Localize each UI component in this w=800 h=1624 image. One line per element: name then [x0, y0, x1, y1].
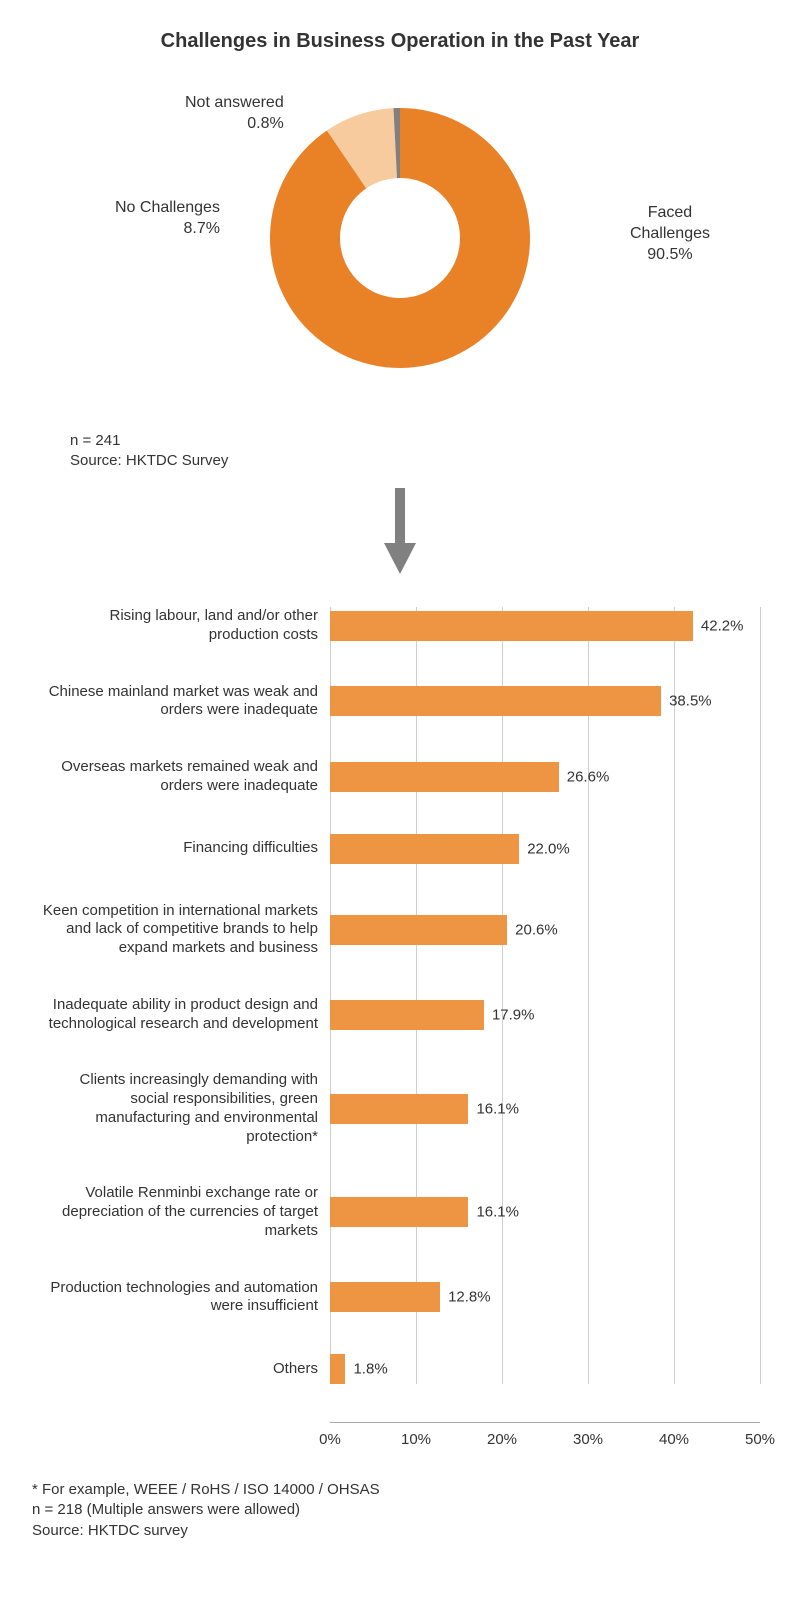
- bar-track: 20.6%: [330, 915, 760, 945]
- bar-label: Production technologies and automation w…: [40, 1279, 330, 1317]
- footnote-line: n = 218 (Multiple answers were allowed): [32, 1500, 780, 1520]
- donut-label-text: Faced: [630, 203, 710, 224]
- bar-fill: [330, 762, 559, 792]
- donut-label-text: Challenges: [630, 224, 710, 245]
- bar-label: Volatile Renminbi exchange rate or depre…: [40, 1184, 330, 1240]
- bar-track: 16.1%: [330, 1094, 760, 1124]
- bar-row: Volatile Renminbi exchange rate or depre…: [40, 1184, 760, 1240]
- donut-label-text: No Challenges: [115, 198, 220, 219]
- bar-fill: [330, 1000, 484, 1030]
- donut-label-pct: 0.8%: [185, 114, 284, 135]
- bar-label: Chinese mainland market was weak and ord…: [40, 683, 330, 721]
- bar-label: Others: [40, 1360, 330, 1379]
- bar-track: 12.8%: [330, 1282, 760, 1312]
- x-tick-label: 20%: [487, 1431, 517, 1448]
- bar-row: Chinese mainland market was weak and ord…: [40, 683, 760, 721]
- sample-size: n = 241: [70, 431, 780, 451]
- bar-track: 1.8%: [330, 1354, 760, 1384]
- x-tick-label: 10%: [401, 1431, 431, 1448]
- donut-label-na: Not answered 0.8%: [185, 93, 284, 135]
- bar-row: Rising labour, land and/or other product…: [40, 607, 760, 645]
- arrow-svg: [380, 488, 420, 578]
- source-text: Source: HKTDC Survey: [70, 451, 780, 471]
- bar-value: 42.2%: [701, 617, 744, 634]
- bar-fill: [330, 834, 519, 864]
- bar-label: Keen competition in international market…: [40, 902, 330, 958]
- bar-fill: [330, 611, 693, 641]
- x-tick-label: 50%: [745, 1431, 775, 1448]
- donut-label-pct: 90.5%: [630, 245, 710, 266]
- donut-source: n = 241 Source: HKTDC Survey: [70, 431, 780, 470]
- bar-label: Inadequate ability in product design and…: [40, 996, 330, 1034]
- bar-track: 16.1%: [330, 1197, 760, 1227]
- x-tick-label: 40%: [659, 1431, 689, 1448]
- bar-row: Clients increasingly demanding with soci…: [40, 1071, 760, 1146]
- bar-value: 16.1%: [476, 1100, 519, 1117]
- bar-value: 16.1%: [476, 1204, 519, 1221]
- bar-fill: [330, 1282, 440, 1312]
- bar-track: 22.0%: [330, 834, 760, 864]
- bar-chart: Rising labour, land and/or other product…: [40, 607, 760, 1458]
- bar-value: 20.6%: [515, 921, 558, 938]
- donut-label-no: No Challenges 8.7%: [115, 198, 220, 240]
- bar-value: 1.8%: [353, 1361, 387, 1378]
- donut-label-faced: Faced Challenges 90.5%: [630, 203, 710, 265]
- bar-track: 42.2%: [330, 611, 760, 641]
- footnote-line: * For example, WEEE / RoHS / ISO 14000 /…: [32, 1480, 780, 1500]
- bar-fill: [330, 1197, 468, 1227]
- x-axis: 0%10%20%30%40%50%: [330, 1422, 760, 1458]
- donut-chart: Faced Challenges 90.5% No Challenges 8.7…: [20, 83, 780, 423]
- bars-container: Rising labour, land and/or other product…: [40, 607, 760, 1384]
- bar-fill: [330, 1354, 345, 1384]
- x-tick-label: 30%: [573, 1431, 603, 1448]
- bar-fill: [330, 915, 507, 945]
- bar-row: Financing difficulties 22.0%: [40, 834, 760, 864]
- bar-row: Others 1.8%: [40, 1354, 760, 1384]
- bar-track: 17.9%: [330, 1000, 760, 1030]
- bar-row: Keen competition in international market…: [40, 902, 760, 958]
- bar-row: Inadequate ability in product design and…: [40, 996, 760, 1034]
- arrow-down-icon: [20, 488, 780, 583]
- donut-label-text: Not answered: [185, 93, 284, 114]
- footnote-line: Source: HKTDC survey: [32, 1521, 780, 1541]
- footnotes: * For example, WEEE / RoHS / ISO 14000 /…: [32, 1480, 780, 1541]
- chart-title: Challenges in Business Operation in the …: [20, 30, 780, 53]
- bar-row: Overseas markets remained weak and order…: [40, 758, 760, 796]
- grid-line: [760, 607, 761, 1384]
- bar-value: 17.9%: [492, 1006, 535, 1023]
- bar-value: 22.0%: [527, 840, 570, 857]
- bar-label: Financing difficulties: [40, 839, 330, 858]
- bar-label: Clients increasingly demanding with soci…: [40, 1071, 330, 1146]
- donut-label-pct: 8.7%: [115, 219, 220, 240]
- bar-track: 38.5%: [330, 686, 760, 716]
- bar-fill: [330, 686, 661, 716]
- bar-fill: [330, 1094, 468, 1124]
- bar-row: Production technologies and automation w…: [40, 1279, 760, 1317]
- bar-value: 38.5%: [669, 693, 712, 710]
- bar-label: Rising labour, land and/or other product…: [40, 607, 330, 645]
- bar-label: Overseas markets remained weak and order…: [40, 758, 330, 796]
- bar-track: 26.6%: [330, 762, 760, 792]
- x-tick-label: 0%: [319, 1431, 341, 1448]
- bar-value: 12.8%: [448, 1289, 491, 1306]
- bar-value: 26.6%: [567, 768, 610, 785]
